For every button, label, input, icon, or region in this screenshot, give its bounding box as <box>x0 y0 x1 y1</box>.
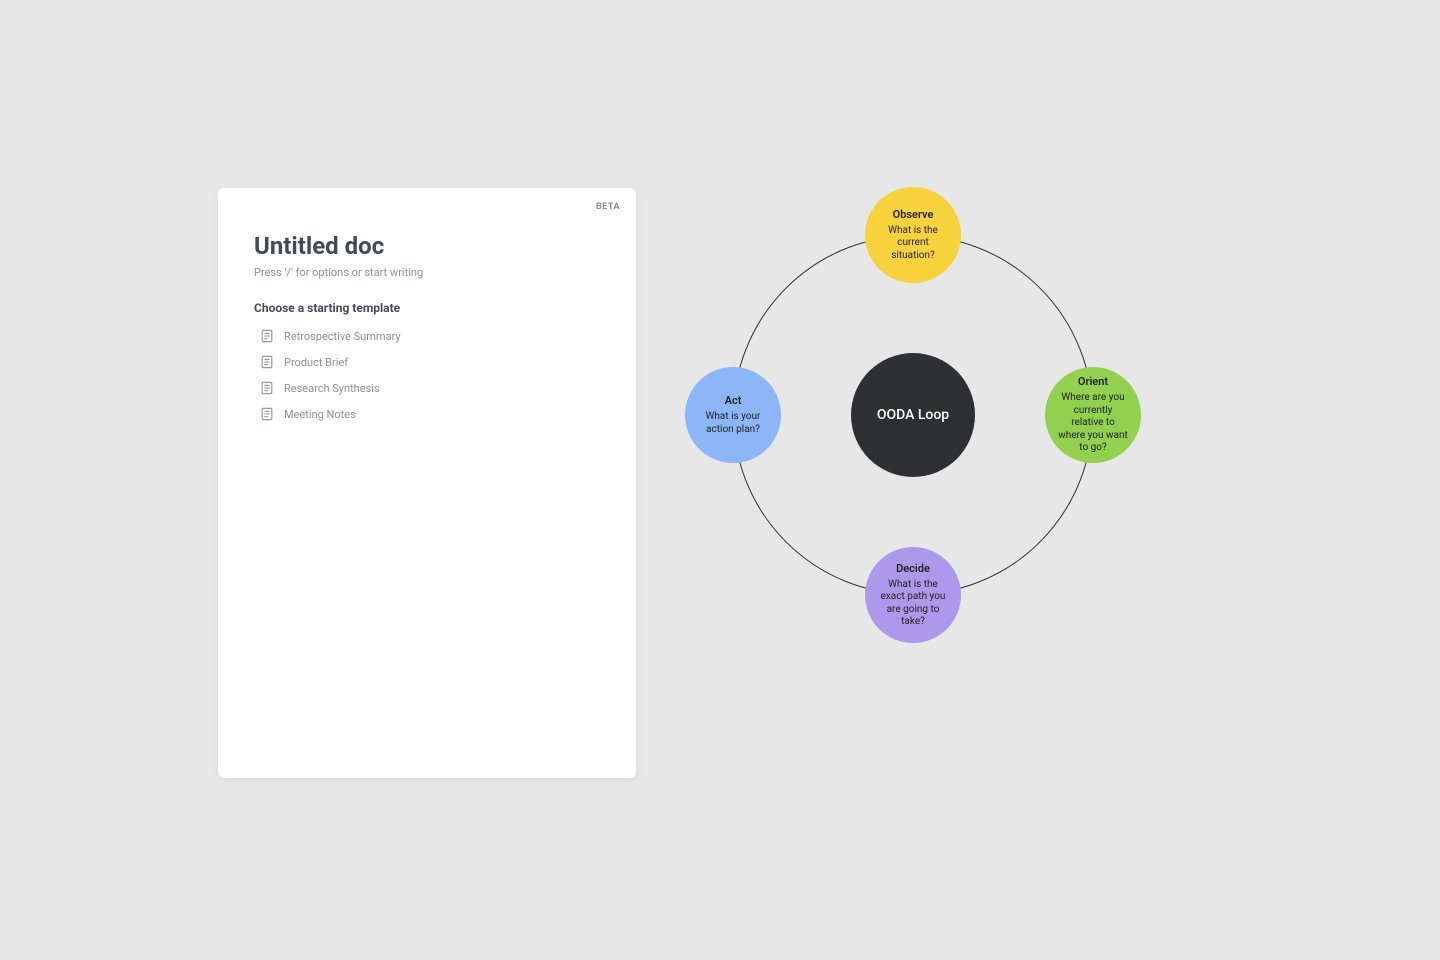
diagram-node-desc: What is the current situation? <box>877 225 949 263</box>
beta-badge: BETA <box>596 202 620 212</box>
document-title[interactable]: Untitled doc <box>254 232 600 260</box>
diagram-node-act: Act What is your action plan? <box>685 367 781 463</box>
diagram-node-desc: What is your action plan? <box>697 411 769 436</box>
diagram-node-title: Orient <box>1078 375 1108 388</box>
diagram-node-title: Decide <box>896 562 930 575</box>
diagram-node-desc: What is the exact path you are going to … <box>877 579 949 629</box>
template-list: Retrospective Summary Product Brief Rese… <box>254 329 600 421</box>
diagram-node-decide: Decide What is the exact path you are goi… <box>865 547 961 643</box>
document-icon <box>260 329 274 343</box>
template-label: Product Brief <box>284 356 348 369</box>
diagram-center-node: OODA Loop <box>851 353 975 477</box>
diagram-center-label: OODA Loop <box>877 407 949 423</box>
template-item-research-synthesis[interactable]: Research Synthesis <box>254 381 600 395</box>
template-heading: Choose a starting template <box>254 301 600 315</box>
document-card: BETA Untitled doc Press '/' for options … <box>218 188 636 778</box>
template-label: Meeting Notes <box>284 408 356 421</box>
diagram-node-orient: Orient Where are you currently relative t… <box>1045 367 1141 463</box>
template-item-retrospective[interactable]: Retrospective Summary <box>254 329 600 343</box>
template-item-meeting-notes[interactable]: Meeting Notes <box>254 407 600 421</box>
document-icon <box>260 355 274 369</box>
document-hint: Press '/' for options or start writing <box>254 266 600 279</box>
template-label: Retrospective Summary <box>284 330 401 343</box>
template-label: Research Synthesis <box>284 382 380 395</box>
diagram-node-title: Observe <box>893 208 934 221</box>
diagram-node-title: Act <box>725 394 742 407</box>
document-icon <box>260 381 274 395</box>
diagram-node-desc: Where are you currently relative to wher… <box>1057 392 1129 455</box>
template-item-product-brief[interactable]: Product Brief <box>254 355 600 369</box>
diagram-node-observe: Observe What is the current situation? <box>865 187 961 283</box>
document-icon <box>260 407 274 421</box>
